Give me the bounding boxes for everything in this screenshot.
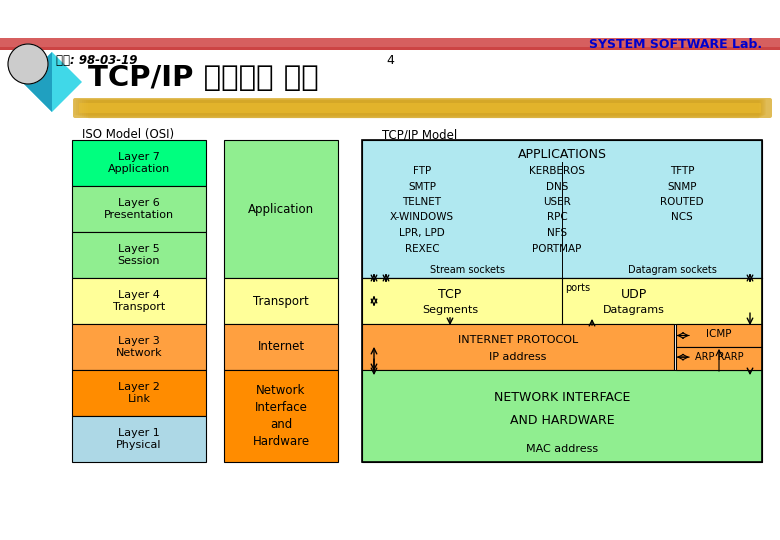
Text: REXEC: REXEC bbox=[405, 244, 439, 253]
Polygon shape bbox=[22, 52, 52, 112]
Text: ARP RARP: ARP RARP bbox=[695, 352, 743, 362]
Bar bbox=[224, 140, 338, 278]
FancyBboxPatch shape bbox=[80, 99, 763, 117]
Text: Internet: Internet bbox=[257, 341, 304, 354]
Bar bbox=[72, 324, 206, 370]
Text: DNS: DNS bbox=[546, 181, 568, 192]
Text: MAC address: MAC address bbox=[526, 444, 598, 454]
Text: Segments: Segments bbox=[422, 305, 478, 315]
Bar bbox=[72, 370, 206, 416]
Text: Layer 3
Network: Layer 3 Network bbox=[115, 336, 162, 358]
Text: Layer 1
Physical: Layer 1 Physical bbox=[116, 428, 161, 450]
Text: 일자: 98-03-19: 일자: 98-03-19 bbox=[56, 53, 137, 66]
Text: Application: Application bbox=[248, 202, 314, 215]
Text: Datagram sockets: Datagram sockets bbox=[628, 265, 717, 275]
Text: APPLICATIONS: APPLICATIONS bbox=[517, 148, 607, 161]
Bar bbox=[362, 140, 762, 462]
Text: ROUTED: ROUTED bbox=[660, 197, 704, 207]
Text: SNMP: SNMP bbox=[667, 181, 697, 192]
Text: Layer 6
Presentation: Layer 6 Presentation bbox=[104, 198, 174, 220]
Text: LPR, LPD: LPR, LPD bbox=[399, 228, 445, 238]
Text: SMTP: SMTP bbox=[408, 181, 436, 192]
Text: TCP: TCP bbox=[438, 288, 462, 301]
Bar bbox=[72, 186, 206, 232]
FancyBboxPatch shape bbox=[73, 98, 772, 118]
Text: AND HARDWARE: AND HARDWARE bbox=[509, 414, 615, 427]
Text: 4: 4 bbox=[386, 53, 394, 66]
Text: FTP: FTP bbox=[413, 166, 431, 176]
FancyBboxPatch shape bbox=[82, 100, 762, 117]
Text: NCS: NCS bbox=[671, 213, 693, 222]
Text: TCP/IP Model: TCP/IP Model bbox=[382, 128, 457, 141]
Text: UDP: UDP bbox=[621, 288, 647, 301]
Bar bbox=[72, 416, 206, 462]
Bar bbox=[0, 38, 780, 48]
Bar bbox=[72, 232, 206, 278]
Bar bbox=[224, 324, 338, 370]
Bar bbox=[0, 47, 780, 50]
Bar bbox=[362, 324, 674, 370]
Text: NFS: NFS bbox=[547, 228, 567, 238]
FancyBboxPatch shape bbox=[88, 100, 759, 118]
Text: X-WINDOWS: X-WINDOWS bbox=[390, 213, 454, 222]
Bar bbox=[72, 278, 206, 324]
Bar bbox=[224, 278, 338, 324]
FancyBboxPatch shape bbox=[74, 99, 766, 115]
Text: NETWORK INTERFACE: NETWORK INTERFACE bbox=[494, 391, 630, 404]
FancyBboxPatch shape bbox=[84, 100, 761, 118]
Text: Layer 7
Application: Layer 7 Application bbox=[108, 152, 170, 174]
Text: TFTP: TFTP bbox=[670, 166, 694, 176]
Text: KERBEROS: KERBEROS bbox=[529, 166, 585, 176]
FancyBboxPatch shape bbox=[78, 99, 764, 116]
Text: Stream sockets: Stream sockets bbox=[430, 265, 505, 275]
Text: ports: ports bbox=[565, 283, 590, 293]
Text: TELNET: TELNET bbox=[402, 197, 441, 207]
Text: ISO Model (OSI): ISO Model (OSI) bbox=[82, 128, 174, 141]
Bar bbox=[676, 324, 762, 347]
Text: TCP/IP 프로토콜 계층: TCP/IP 프로토콜 계층 bbox=[88, 64, 319, 92]
Text: PORTMAP: PORTMAP bbox=[532, 244, 582, 253]
Text: RPC: RPC bbox=[547, 213, 567, 222]
FancyBboxPatch shape bbox=[76, 99, 765, 116]
Text: Network
Interface
and
Hardware: Network Interface and Hardware bbox=[253, 384, 310, 448]
Text: IP address: IP address bbox=[489, 352, 547, 362]
Polygon shape bbox=[22, 52, 82, 112]
Bar bbox=[362, 278, 762, 324]
Text: Layer 2
Link: Layer 2 Link bbox=[118, 382, 160, 404]
Text: INTERNET PROTOCOL: INTERNET PROTOCOL bbox=[458, 335, 578, 345]
Circle shape bbox=[8, 44, 48, 84]
Text: USER: USER bbox=[543, 197, 571, 207]
Bar bbox=[72, 140, 206, 186]
Bar bbox=[0, 38, 780, 50]
Text: Layer 5
Session: Layer 5 Session bbox=[118, 244, 160, 266]
Text: Layer 4
Transport: Layer 4 Transport bbox=[113, 290, 165, 312]
Bar bbox=[362, 140, 762, 278]
Text: SYSTEM SOFTWARE Lab.: SYSTEM SOFTWARE Lab. bbox=[589, 37, 762, 51]
Bar bbox=[676, 347, 762, 370]
Bar bbox=[224, 370, 338, 462]
Text: ICMP: ICMP bbox=[706, 329, 732, 339]
Text: Transport: Transport bbox=[254, 294, 309, 307]
FancyBboxPatch shape bbox=[79, 103, 761, 113]
FancyBboxPatch shape bbox=[86, 100, 760, 118]
Bar bbox=[362, 370, 762, 462]
Text: Datagrams: Datagrams bbox=[603, 305, 665, 315]
